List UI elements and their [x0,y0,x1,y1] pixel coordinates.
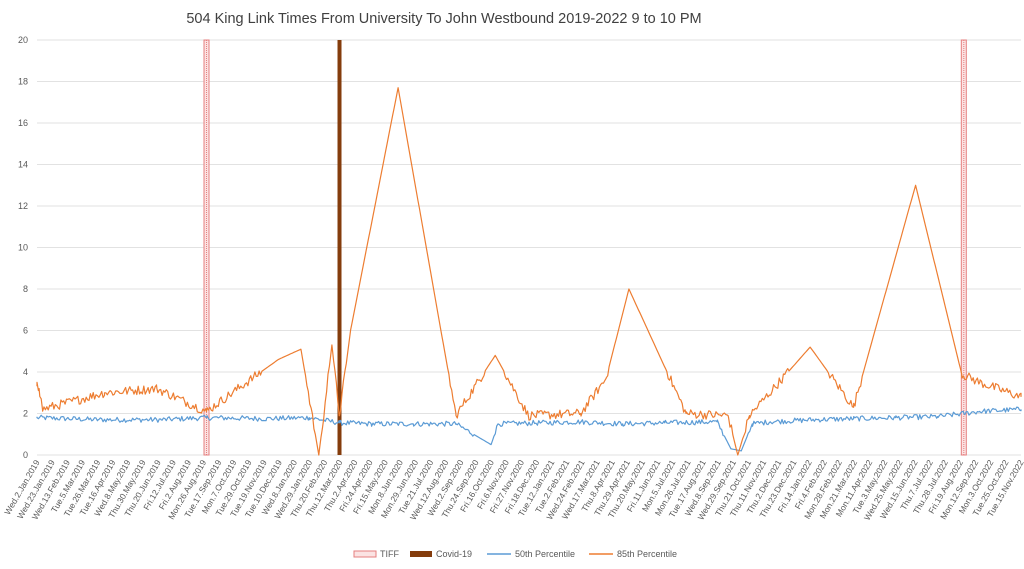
y-axis: 0 2 4 6 8 10 12 14 16 18 20 [18,35,28,460]
legend: TIFF Covid-19 50th Percentile 85th Percenti… [353,549,677,559]
legend-label: TIFF [380,549,399,559]
y-tick-label: 0 [23,450,28,460]
y-tick-label: 12 [18,201,28,211]
legend-swatch-tiff [353,550,377,558]
y-tick-label: 10 [18,243,28,253]
chart-title: 504 King Link Times From University To J… [186,11,701,27]
y-tick-label: 16 [18,118,28,128]
y-tick-label: 6 [23,326,28,336]
y-tick-label: 14 [18,160,28,170]
series-line-50th-percentile [36,406,1022,452]
legend-label: 50th Percentile [515,549,575,559]
legend-label: Covid-19 [436,549,472,559]
y-tick-label: 4 [23,367,28,377]
x-axis: Wed.2.Jan.2019Wed.23.Jan.2019Wed.13.Feb.… [2,458,1024,522]
covid-marker [337,40,342,455]
y-tick-label: 8 [23,284,28,294]
y-tick-label: 18 [18,77,28,87]
y-tick-label: 20 [18,35,28,45]
legend-label: 85th Percentile [617,549,677,559]
event-markers [203,39,967,456]
legend-swatch-covid [410,551,432,557]
series-line-85th-percentile [36,87,1022,456]
gridlines [37,39,1021,456]
series-lines [36,87,1022,456]
y-tick-label: 2 [23,409,28,419]
